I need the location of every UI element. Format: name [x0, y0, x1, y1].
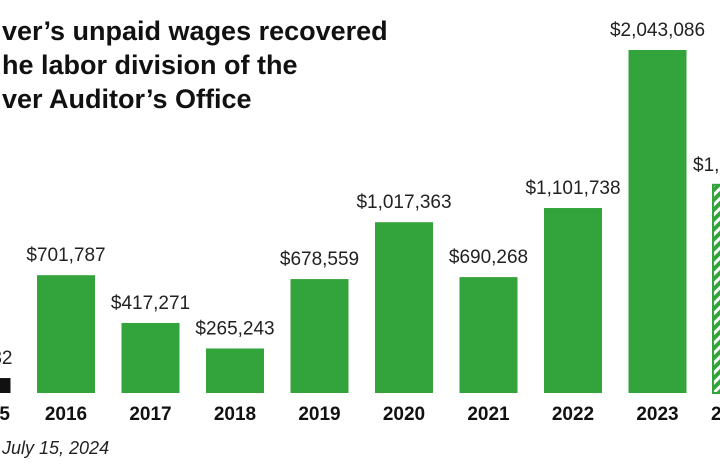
value-label: $417,271: [111, 293, 190, 314]
value-label: $1,: [693, 155, 719, 176]
value-label: $265,243: [195, 318, 274, 339]
bar: [37, 275, 95, 393]
bar: [121, 322, 180, 393]
x-tick-label: 2020: [383, 404, 425, 425]
footnote: July 15, 2024: [1, 438, 109, 458]
bar: [206, 348, 264, 393]
value-label: $1,017,363: [356, 192, 451, 213]
value-label: $2,043,086: [610, 20, 705, 41]
bar: [712, 183, 720, 394]
x-tick-label: 2022: [552, 404, 594, 425]
value-label: $690,268: [449, 247, 528, 268]
value-label: 32: [0, 348, 13, 369]
x-tick-label: 2021: [467, 404, 510, 425]
bar: [290, 279, 349, 393]
x-tick-label: 2019: [298, 404, 340, 425]
chart-title-line: he labor division of the: [2, 50, 298, 80]
x-tick-label: 5: [0, 404, 10, 425]
bar: [628, 50, 687, 393]
value-label: $701,787: [26, 245, 105, 266]
bar: [544, 208, 602, 393]
value-label: $1,101,738: [525, 178, 620, 199]
x-tick-label: 2023: [636, 404, 678, 425]
chart-title-line: ver Auditor’s Office: [2, 84, 252, 114]
chart-title-line: ver’s unpaid wages recovered: [2, 16, 388, 46]
x-tick-label: 2016: [45, 404, 87, 425]
bar: [375, 222, 433, 393]
x-tick-label: 2017: [129, 404, 171, 425]
x-tick-label: 2: [711, 404, 720, 425]
value-label: $678,559: [280, 249, 359, 270]
x-tick-label: 2018: [214, 404, 256, 425]
bar: [0, 378, 11, 393]
bar: [459, 277, 518, 393]
